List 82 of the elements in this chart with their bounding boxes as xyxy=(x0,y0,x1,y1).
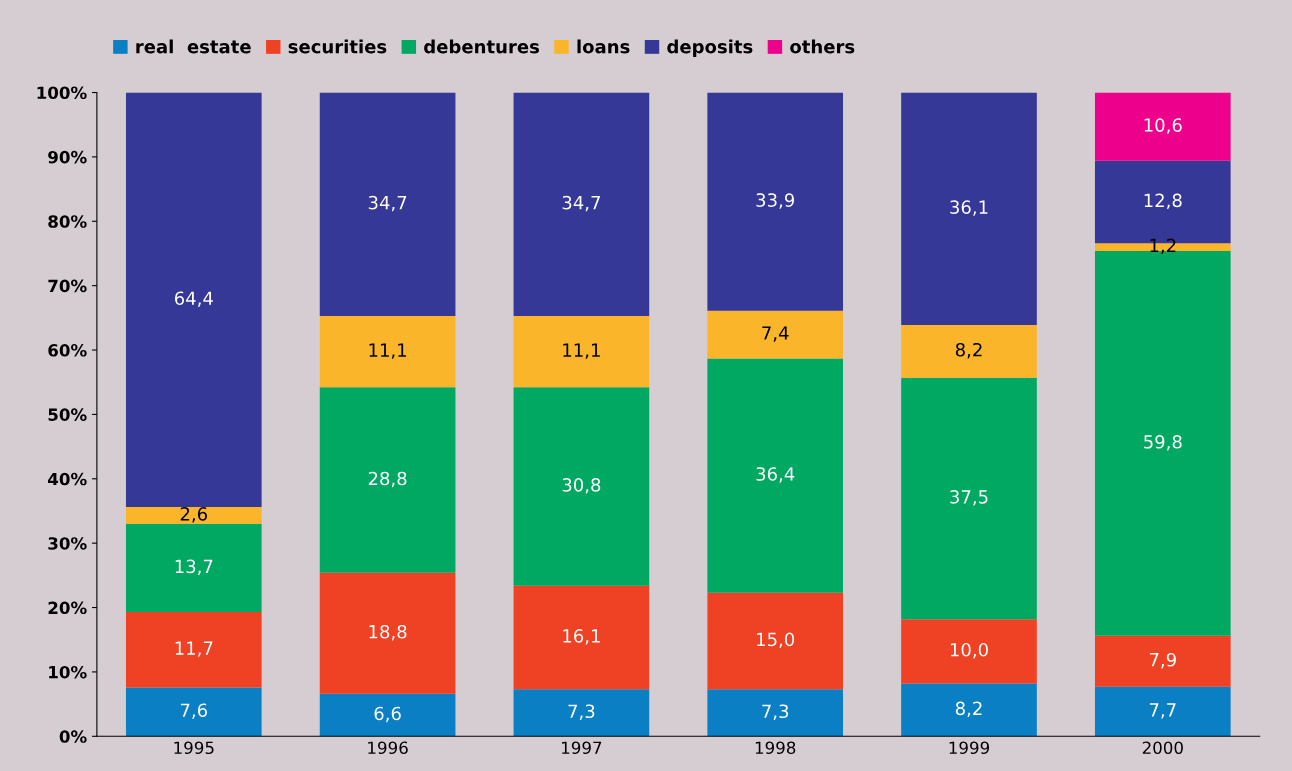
bar xyxy=(319,387,456,573)
bar xyxy=(125,687,262,737)
bar xyxy=(319,92,456,316)
data-label: 10,0 xyxy=(950,642,988,659)
y-tick-label: 100% xyxy=(37,86,87,100)
data-label: 11,1 xyxy=(563,343,600,359)
data-label: 11,7 xyxy=(175,641,213,657)
y-tick-label: 40% xyxy=(48,472,87,486)
y-tick-label: 80% xyxy=(48,215,87,228)
y-tick-label: 10% xyxy=(49,665,87,679)
data-label: 36,4 xyxy=(756,467,795,483)
x-tick-label: 1995 xyxy=(174,741,214,755)
data-label: 64,4 xyxy=(174,291,213,307)
bar xyxy=(513,689,650,737)
data-label: 7,6 xyxy=(180,703,208,719)
bar xyxy=(1094,686,1231,737)
data-label: 12,8 xyxy=(1144,193,1182,210)
data-label: 59,8 xyxy=(1144,434,1182,451)
x-tick-label: 1997 xyxy=(562,741,602,755)
legend-label: deposits xyxy=(667,39,753,57)
data-label: 16,1 xyxy=(563,629,600,645)
bar xyxy=(513,315,650,388)
data-label: 10,6 xyxy=(1144,118,1182,134)
bar xyxy=(319,572,456,694)
bar xyxy=(513,387,650,586)
data-label: 34,7 xyxy=(368,195,407,212)
bar xyxy=(707,92,844,311)
x-tick-label: 1999 xyxy=(949,741,990,755)
bar xyxy=(707,689,844,737)
data-label: 1,2 xyxy=(1150,238,1176,255)
bar xyxy=(319,315,456,388)
data-label: 30,8 xyxy=(562,478,601,494)
y-tick-label: 50% xyxy=(48,408,87,421)
y-tick-label: 30% xyxy=(48,537,87,550)
data-label: 18,8 xyxy=(369,624,407,641)
legend-label: real estate xyxy=(136,39,251,54)
y-tick-label: 60% xyxy=(48,344,87,357)
data-label: 7,7 xyxy=(1149,703,1176,719)
x-tick-label: 1998 xyxy=(755,741,796,755)
bar xyxy=(901,683,1037,737)
y-tick-label: 70% xyxy=(48,279,87,293)
data-label: 7,4 xyxy=(762,326,789,342)
bar xyxy=(707,358,844,593)
bar xyxy=(901,92,1037,325)
bar xyxy=(901,324,1037,378)
data-label: 15,0 xyxy=(757,632,795,649)
data-label: 13,7 xyxy=(175,559,213,576)
data-label: 7,9 xyxy=(1149,652,1176,669)
legend-label: others xyxy=(790,39,855,54)
data-label: 34,7 xyxy=(562,195,600,212)
bar xyxy=(901,377,1037,620)
bar xyxy=(901,619,1037,684)
data-label: 33,9 xyxy=(756,193,795,209)
legend-label: securities xyxy=(288,39,387,54)
bar xyxy=(1094,92,1231,161)
data-label: 6,6 xyxy=(374,706,401,723)
data-label: 36,1 xyxy=(950,200,988,216)
bar xyxy=(1094,635,1231,687)
y-tick-label: 0% xyxy=(59,730,87,743)
y-tick-label: 20% xyxy=(48,601,87,615)
bar xyxy=(125,612,262,688)
bar xyxy=(125,507,262,524)
data-label: 11,1 xyxy=(369,343,407,359)
data-label: 7,3 xyxy=(762,704,789,720)
data-label: 8,2 xyxy=(955,701,982,717)
bar xyxy=(319,693,456,737)
bar xyxy=(513,92,650,316)
bar xyxy=(125,523,262,613)
x-tick-label: 1996 xyxy=(368,741,408,755)
legend-label: loans xyxy=(577,39,630,54)
bar xyxy=(707,310,844,359)
data-label: 28,8 xyxy=(368,471,407,488)
legend-label: debentures xyxy=(424,39,539,54)
data-label: 7,3 xyxy=(568,704,595,720)
bar xyxy=(125,92,262,508)
bar xyxy=(513,585,650,690)
data-label: 8,2 xyxy=(955,342,982,359)
x-tick-label: 2000 xyxy=(1142,741,1183,755)
bar xyxy=(707,592,844,690)
y-tick-label: 90% xyxy=(48,150,87,164)
data-label: 2,6 xyxy=(180,507,208,523)
data-label: 37,5 xyxy=(950,490,988,506)
